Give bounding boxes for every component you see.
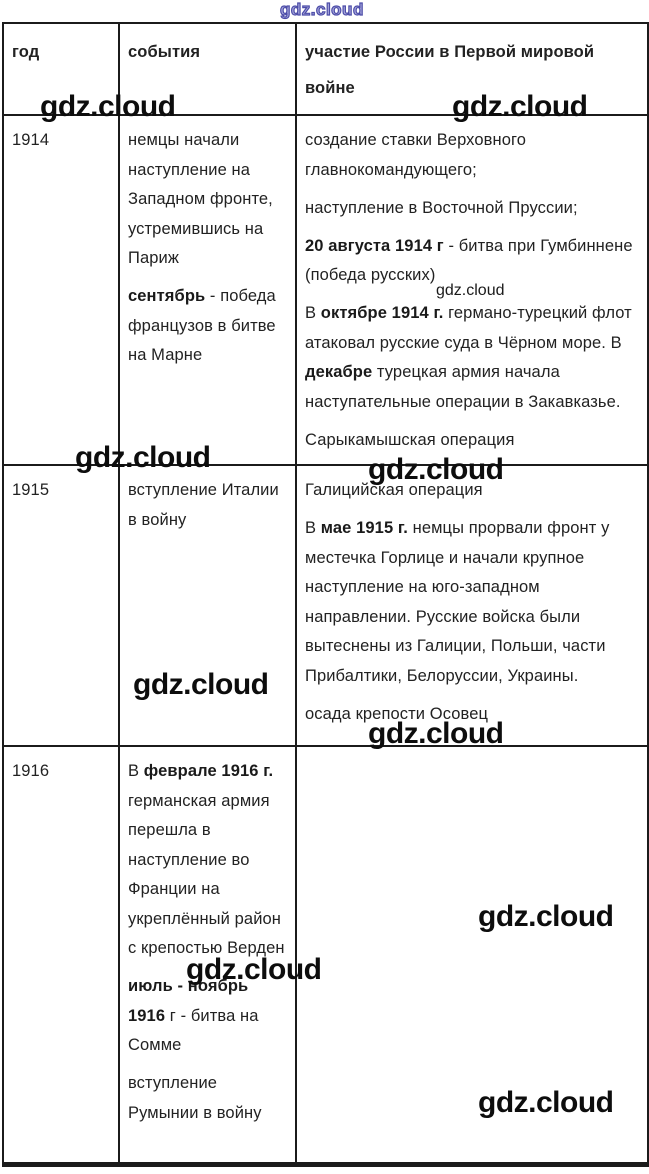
paragraph: вступление Румынии в войну [128, 1069, 287, 1128]
paragraph: В феврале 1916 г. германская армия переш… [128, 757, 287, 964]
text: - битва при Гумбиннене (победа русских) [305, 236, 633, 285]
paragraph: В октябре 1914 г. германо-турецкий флот … [305, 299, 639, 417]
text: В [305, 519, 321, 537]
paragraph: немцы начали наступление на Западном фро… [128, 126, 287, 274]
paragraph: Сарыкамышская операция [305, 426, 639, 456]
text: наступление в Восточной Пруссии; [305, 198, 578, 217]
text: вступление Италии в войну [128, 481, 279, 529]
text: г - битва на Сомме [128, 1006, 259, 1055]
year-cell: 1916 [2, 745, 120, 1167]
bold-text: 20 августа 1914 г [305, 236, 444, 255]
text: Галицийская операция [305, 481, 483, 499]
table-row-1914: 1914 немцы начали наступление на Западном… [2, 114, 649, 466]
paragraph: В мае 1915 г. немцы прорвали фронт у мес… [305, 514, 639, 691]
text: германо-турецкий флот атаковал русские с… [305, 304, 632, 352]
paragraph: создание ставки Верховного главнокоманду… [305, 126, 639, 185]
bold-text: мае 1915 г. [320, 519, 408, 537]
table-row-1915: 1915 вступление Италии в войну Галицийская… [2, 464, 649, 747]
text: вступление Румынии в войну [128, 1074, 262, 1122]
bold-text: октябре 1914 г. [320, 304, 444, 322]
table-row-1916: 1916 В феврале 1916 г. германская армия п… [2, 745, 649, 1167]
paragraph: Галицийская операция [305, 476, 639, 506]
paragraph: 20 августа 1914 г - битва при Гумбиннене… [305, 232, 639, 291]
russia-cell: Галицийская операция В мае 1915 г. немцы … [295, 464, 649, 747]
watermark-text: gdz.cloud [279, 0, 364, 19]
events-cell: немцы начали наступление на Западном фро… [118, 114, 297, 466]
paragraph: сентябрь - победа французов в битве на М… [128, 282, 287, 371]
table-header: год события участие России в Первой миро… [2, 22, 649, 116]
text: Сарыкамышская операция [305, 430, 515, 449]
header-events: события [118, 22, 297, 116]
header-year: год [2, 22, 120, 116]
year-cell: 1914 [2, 114, 120, 466]
paragraph: июль - ноябрь 1916 г - битва на Сомме [128, 972, 287, 1061]
bold-text: сентябрь [128, 287, 206, 305]
bold-text: феврале 1916 г. [143, 762, 274, 780]
table-body: 1914 немцы начали наступление на Западном… [2, 114, 649, 1167]
year-cell: 1915 [2, 464, 120, 747]
text: - победа французов в битве на Марне [128, 287, 276, 364]
header-russia-participation: участие России в Первой мировой войне [295, 22, 649, 116]
events-cell: В феврале 1916 г. германская армия переш… [118, 745, 297, 1167]
text: немцы прорвали фронт у местечка Горлице … [305, 519, 610, 685]
paragraph: осада крепости Осовец [305, 700, 639, 730]
paragraph: вступление Италии в войну [128, 476, 287, 535]
text: германская армия перешла в наступление в… [128, 791, 285, 958]
russia-cell: создание ставки Верховного главнокоманду… [295, 114, 649, 466]
text: создание ставки Верховного главнокоманду… [305, 131, 527, 179]
text: турецкая армия начала наступательные опе… [305, 363, 621, 411]
paragraph: наступление в Восточной Пруссии; [305, 194, 639, 224]
text: В [128, 762, 144, 780]
header-row: год события участие России в Первой миро… [2, 22, 649, 116]
text: осада крепости Осовец [305, 704, 489, 723]
bold-text: декабре [305, 363, 373, 381]
events-cell: вступление Италии в войну [118, 464, 297, 747]
history-table: год события участие России в Первой миро… [2, 22, 649, 1167]
text: немцы начали наступление на Западном фро… [128, 131, 273, 267]
bold-text: июль - ноябрь 1916 [128, 977, 249, 1025]
text: В [305, 304, 321, 322]
russia-cell [295, 745, 649, 1167]
